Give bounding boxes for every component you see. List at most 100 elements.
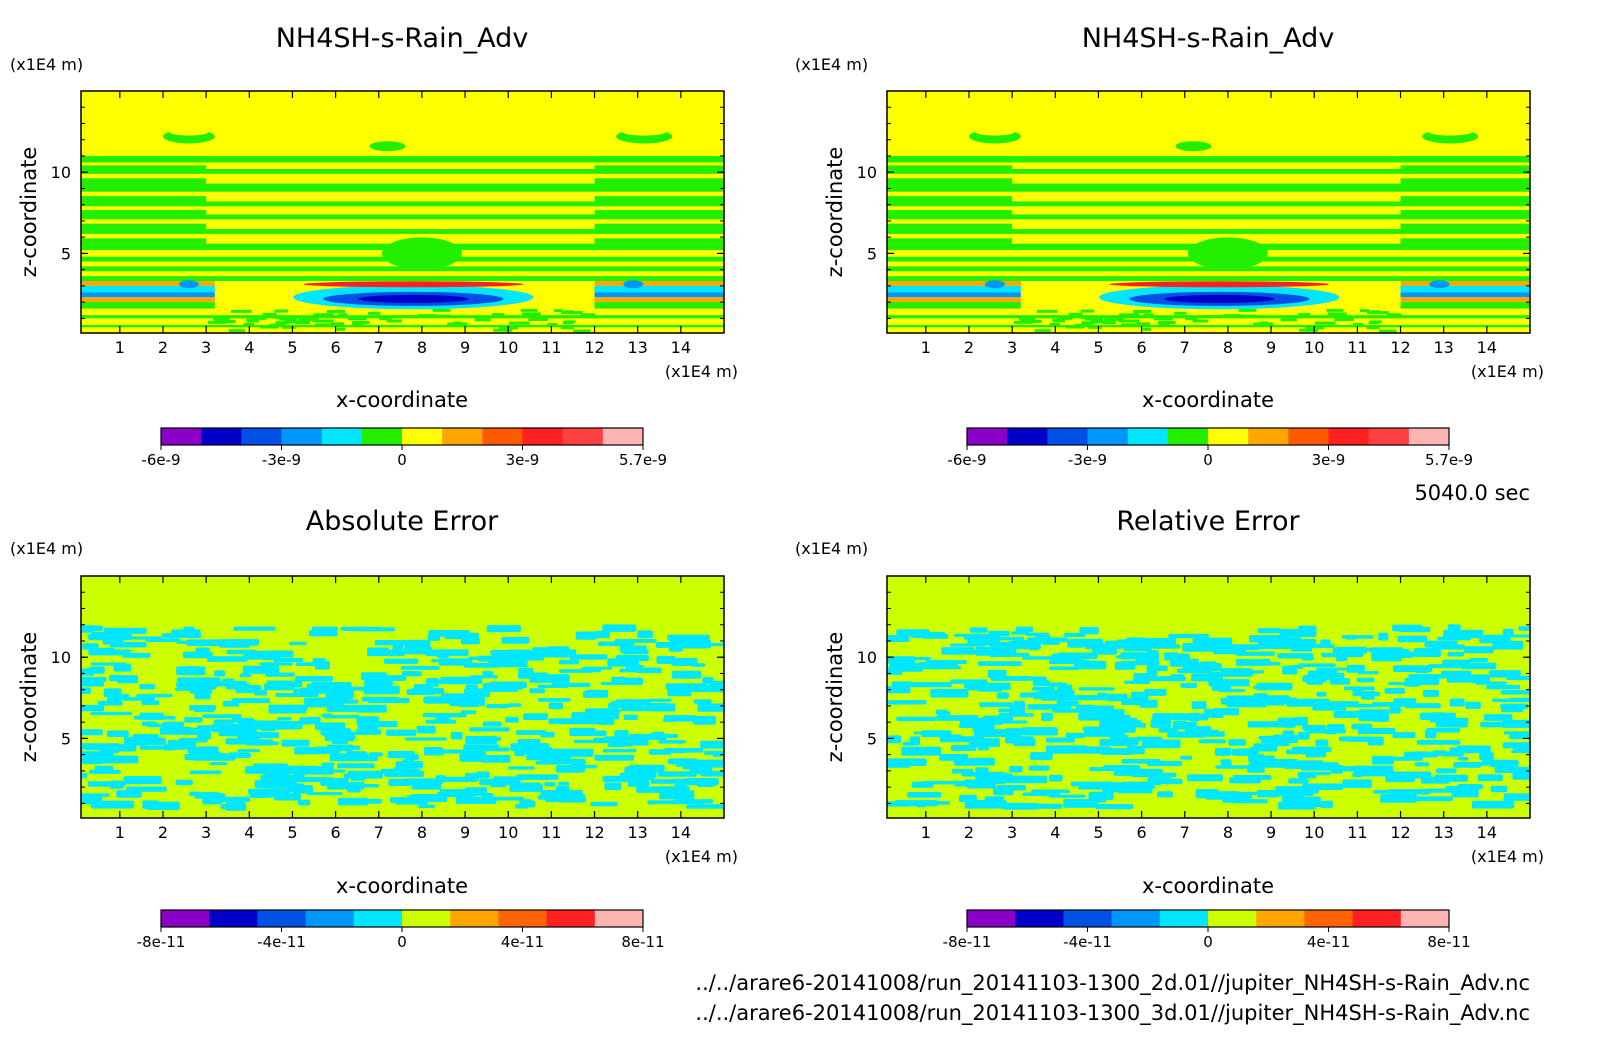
field-blob [1256, 682, 1293, 691]
field-fragment [528, 317, 549, 321]
field-fragment [1136, 322, 1151, 326]
field-blob [1477, 774, 1503, 781]
field-fragment [521, 321, 530, 325]
field-blob [1420, 776, 1450, 784]
field-blob [463, 747, 486, 757]
field-blob [141, 700, 160, 706]
field-fragment [1088, 325, 1102, 329]
field-layer [81, 276, 724, 282]
field-blob [1200, 661, 1217, 670]
field-fragment [1068, 312, 1083, 316]
colorbar-swatch [1328, 428, 1370, 445]
field-blob [602, 748, 637, 753]
x-axis-label: x-coordinate [336, 388, 468, 412]
field-stripe [594, 206, 724, 210]
heatmap-field [887, 576, 1530, 818]
field-blob [1192, 637, 1233, 645]
colorbar-tick-label: 0 [1203, 451, 1213, 469]
field-blob [1416, 796, 1453, 802]
field-layer [594, 292, 724, 298]
field-blob [1045, 745, 1088, 754]
field-blob [249, 767, 264, 773]
y-unit-label: (x1E4 m) [795, 539, 868, 558]
field-blob [529, 688, 545, 694]
field-blob [1302, 653, 1314, 661]
field-blob [664, 747, 704, 753]
field-layer [81, 281, 215, 286]
field-blob [570, 758, 586, 766]
field-fragment [1020, 319, 1042, 323]
field-blob [1027, 704, 1058, 710]
field-blob [1458, 757, 1469, 761]
field-band [81, 168, 724, 174]
field-fragment [1204, 315, 1221, 319]
field-fragment [1368, 321, 1379, 325]
field-arc [1175, 141, 1212, 152]
x-tick-label: 10 [1304, 338, 1324, 357]
colorbar-swatch [161, 910, 210, 927]
field-fragment [398, 315, 415, 319]
field-layer [594, 281, 724, 286]
field-blob [293, 705, 308, 711]
field-blob [327, 744, 354, 752]
field-blob [368, 752, 384, 757]
field-blob [537, 697, 571, 702]
field-blob [186, 639, 229, 646]
field-blob [665, 683, 708, 690]
field-layer [81, 302, 215, 309]
field-stripe [887, 206, 1013, 210]
field-blob [81, 758, 103, 764]
y-tick-label: 5 [61, 729, 71, 748]
colorbar-swatch [602, 428, 644, 445]
colorbar-swatch [967, 910, 1016, 927]
field-blob [1414, 762, 1430, 767]
colorbar: -8e-11 -4e-11 0 4e-11 8e-11 [137, 909, 665, 951]
field-layer [887, 292, 1021, 298]
field-fragment [562, 321, 573, 325]
field-band [887, 229, 1530, 234]
field-blob [1097, 692, 1108, 701]
field-blob [1030, 752, 1053, 761]
x-tick-label: 3 [1007, 823, 1017, 842]
field-blob [975, 767, 989, 773]
field-blob [1408, 674, 1445, 679]
colorbar-swatch [1127, 428, 1169, 445]
field-blob [1095, 803, 1134, 810]
field-fragment [508, 321, 529, 325]
field-blob [1503, 731, 1530, 735]
field-blob [646, 703, 670, 707]
colorbar-tick-label: -8e-11 [943, 933, 992, 951]
field-blob [930, 688, 969, 698]
field-blob [1378, 632, 1389, 641]
field-blob [1419, 712, 1456, 720]
field-blob [969, 738, 1000, 747]
x-tick-label: 14 [671, 823, 691, 842]
field-stripe [1400, 219, 1530, 224]
field-blob [1451, 789, 1479, 798]
field-blob [357, 722, 379, 730]
field-blob [1209, 671, 1221, 676]
field-blob [1342, 779, 1372, 788]
field-fragment [547, 322, 558, 326]
field-blob [1426, 728, 1461, 733]
colorbar-swatch [361, 428, 403, 445]
x-tick-label: 7 [374, 823, 384, 842]
field-blob [1145, 644, 1180, 649]
field-blob [113, 663, 132, 672]
field-blob [182, 651, 213, 659]
field-layer [887, 281, 1021, 286]
field-blob [1207, 729, 1219, 735]
field-blob [575, 631, 597, 640]
field-fragment [243, 322, 254, 326]
field-blob [1380, 794, 1418, 803]
field-blob [544, 782, 556, 787]
field-blob [449, 697, 485, 707]
field-fragment [1327, 321, 1336, 325]
colorbar-swatch [522, 428, 564, 445]
field-blob [1442, 751, 1464, 757]
field-blob [1500, 690, 1530, 695]
field-blob [1424, 640, 1458, 648]
field-blob [1121, 758, 1162, 764]
field-blob [102, 638, 124, 645]
